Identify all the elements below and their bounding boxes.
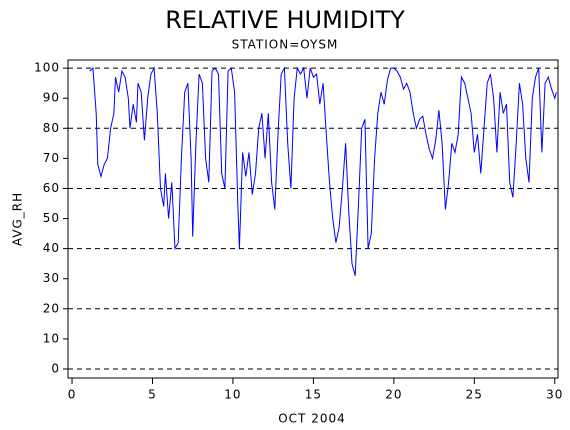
x-tick-label: 20 (385, 388, 402, 402)
y-tick-label: 90 (43, 91, 60, 105)
y-tick-label: 30 (43, 271, 60, 285)
data-line (89, 66, 557, 276)
y-tick-label: 40 (43, 241, 60, 255)
x-tick-label: 10 (224, 388, 241, 402)
y-tick-label: 70 (43, 151, 60, 165)
x-tick-label: 25 (466, 388, 483, 402)
x-tick-label: 15 (305, 388, 322, 402)
y-tick-label: 100 (34, 61, 60, 75)
plot-frame (67, 59, 559, 379)
x-tick-label: 5 (148, 388, 157, 402)
y-tick-label: 10 (43, 331, 60, 345)
chart-title: RELATIVE HUMIDITY (165, 6, 405, 34)
x-axis-label: OCT 2004 (278, 412, 346, 426)
y-axis-label: AVG_RH (11, 192, 25, 246)
y-tick-label: 20 (43, 301, 60, 315)
x-tick-label: 30 (546, 388, 563, 402)
chart-subtitle: STATION=OYSM (232, 38, 339, 52)
y-tick-label: 0 (51, 361, 60, 375)
y-tick-label: 60 (43, 181, 60, 195)
x-tick-label: 0 (68, 388, 77, 402)
y-tick-label: 50 (43, 211, 60, 225)
y-tick-label: 80 (43, 121, 60, 135)
